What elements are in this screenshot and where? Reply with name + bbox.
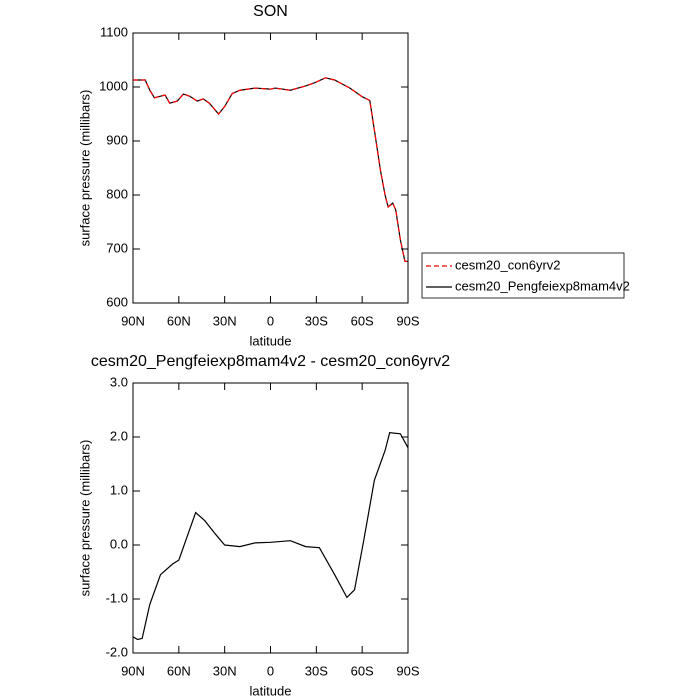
x-tick-label: 0: [267, 313, 274, 328]
y-tick-label: 600: [106, 294, 128, 309]
x-tick-label: 0: [267, 663, 274, 678]
y-tick-label: 1000: [99, 78, 128, 93]
x-tick-label: 60S: [351, 663, 374, 678]
x-tick-label: 90S: [396, 663, 419, 678]
y-tick-label: -1.0: [106, 590, 128, 605]
y-tick-label: -2.0: [106, 644, 128, 659]
x-tick-label: 60S: [351, 313, 374, 328]
y-axis-label: surface pressure (millibars): [77, 90, 92, 247]
x-axis-label: latitude: [250, 333, 292, 348]
y-tick-label: 800: [106, 186, 128, 201]
y-tick-label: 900: [106, 132, 128, 147]
x-tick-label: 30S: [305, 663, 328, 678]
y-axis-label: surface pressure (millibars): [77, 440, 92, 597]
x-tick-label: 90N: [121, 313, 145, 328]
y-tick-label: 2.0: [110, 428, 128, 443]
x-tick-label: 30N: [213, 313, 237, 328]
x-tick-label: 30S: [305, 313, 328, 328]
y-tick-label: 700: [106, 240, 128, 255]
chart-title: cesm20_Pengfeiexp8mam4v2 - cesm20_con6yr…: [91, 353, 450, 370]
series-line: [133, 77, 408, 263]
series-line: [132, 432, 409, 641]
plot-frame: [132, 32, 409, 304]
x-tick-label: 90N: [121, 663, 145, 678]
x-tick-label: 60N: [167, 313, 191, 328]
legend-box: [421, 252, 625, 299]
x-tick-label: 30N: [213, 663, 237, 678]
legend-label: cesm20_Pengfeiexp8mam4v2: [455, 278, 630, 293]
y-tick-label: 3.0: [110, 374, 128, 389]
chart-title: SON: [253, 3, 288, 20]
x-axis-label: latitude: [250, 683, 292, 698]
plot-frame: [132, 382, 409, 654]
legend-label: cesm20_con6yrv2: [455, 257, 561, 272]
y-tick-label: 1100: [100, 24, 128, 39]
series-line: [133, 77, 408, 263]
x-tick-label: 90S: [396, 313, 419, 328]
x-tick-label: 60N: [167, 663, 191, 678]
y-tick-label: 0.0: [110, 536, 128, 551]
y-tick-label: 1.0: [110, 482, 128, 497]
